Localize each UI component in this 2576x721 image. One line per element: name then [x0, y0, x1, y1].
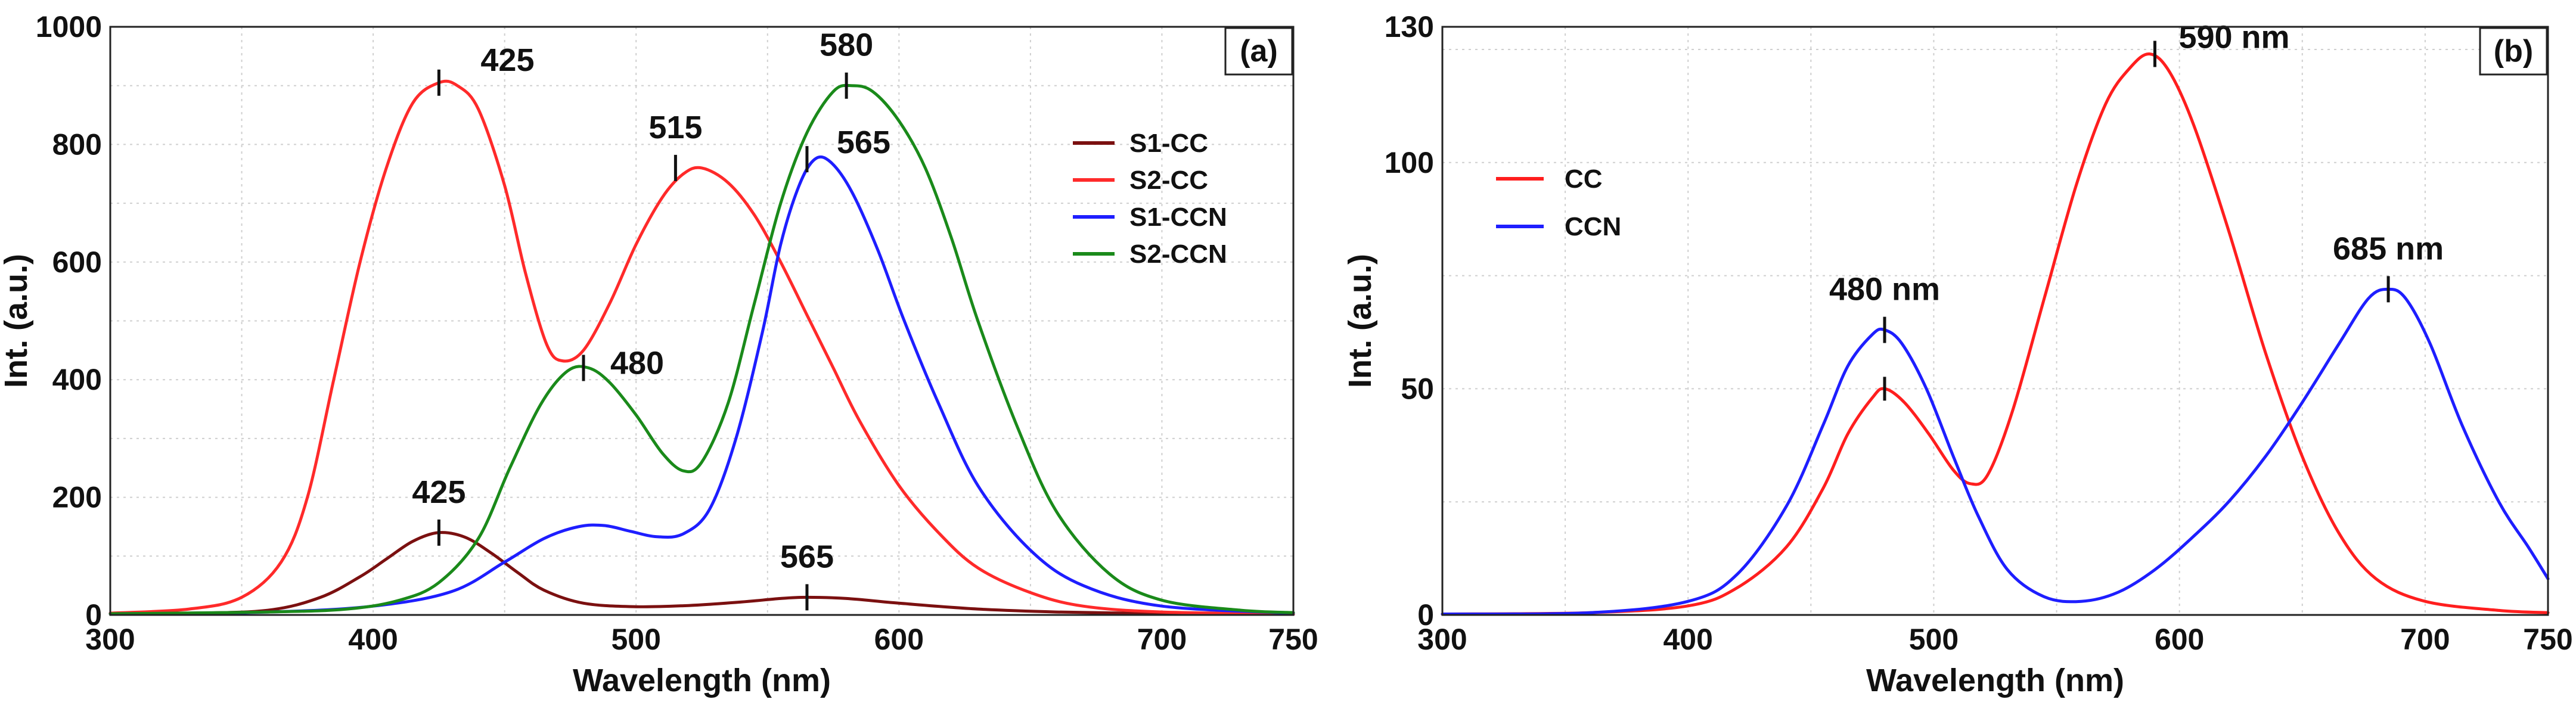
y-tick-label: 200 — [52, 481, 102, 514]
y-tick-label: 50 — [1401, 372, 1434, 405]
panel-b-legend: CC CCN — [1496, 164, 1621, 241]
y-tick-label: 1000 — [36, 10, 102, 43]
x-tick-label: 700 — [1137, 623, 1187, 656]
panel-a-label: (a) — [1240, 34, 1278, 69]
y-tick-label: 400 — [52, 363, 102, 396]
panel-a-series — [108, 79, 1295, 616]
y-tick-label: 130 — [1385, 10, 1434, 43]
legend-label: CCN — [1565, 212, 1621, 241]
series-line-s2-cc — [108, 79, 1295, 616]
x-tick-label: 600 — [874, 623, 924, 656]
peak-label: 515 — [648, 110, 702, 145]
x-tick-label: 600 — [2155, 623, 2204, 656]
y-tick-label: 0 — [1417, 598, 1434, 632]
series-line-s1-cc — [108, 531, 1295, 616]
panel-b-label: (b) — [2494, 34, 2533, 69]
panel-b-chart: 480 nm 590 nm 685 nm 300 400 500 600 700 750 0 50… — [1342, 10, 2573, 698]
y-tick-label: 600 — [52, 245, 102, 279]
x-tick-label: 500 — [612, 623, 661, 656]
x-tick-label: 700 — [2400, 623, 2450, 656]
peak-label: 580 — [820, 27, 873, 63]
series-line-cc — [1441, 52, 2550, 616]
panel-a-x-axis-title: Wavelength (nm) — [573, 663, 831, 698]
legend-label: S2-CC — [1129, 166, 1208, 195]
panel-b-frame — [1441, 26, 2549, 616]
panel-a-chart: 425 515 580 565 480 425 565 300 400 500 600 700 750… — [0, 10, 1318, 698]
x-tick-label: 500 — [1909, 623, 1959, 656]
legend-label: CC — [1565, 164, 1603, 194]
panel-a-annotations: 425 515 580 565 480 425 565 — [412, 27, 890, 611]
legend-label: S2-CCN — [1129, 240, 1227, 269]
series-line-s2-ccn — [108, 83, 1295, 616]
y-tick-label: 800 — [52, 128, 102, 161]
peak-label: 480 — [610, 345, 664, 381]
panel-b-grid — [1442, 27, 2548, 615]
peak-label: 565 — [780, 539, 834, 574]
panel-b-series — [1441, 52, 2550, 616]
peak-label: 685 nm — [2333, 231, 2444, 266]
series-line-s1-ccn — [108, 155, 1295, 616]
y-tick-label: 100 — [1385, 146, 1434, 179]
peak-label: 425 — [412, 474, 465, 510]
peak-label: 565 — [837, 125, 890, 160]
peak-label: 480 nm — [1829, 272, 1940, 307]
x-tick-label: 400 — [348, 623, 398, 656]
series-line-ccn — [1441, 287, 2550, 616]
x-tick-label: 750 — [2523, 623, 2572, 656]
x-tick-label: 400 — [1663, 623, 1713, 656]
panel-a-y-axis-title: Int. (a.u.) — [0, 254, 34, 388]
legend-label: S1-CC — [1129, 129, 1208, 158]
panel-a-grid — [110, 27, 1293, 615]
peak-label: 590 nm — [2178, 20, 2289, 55]
x-tick-label: 300 — [85, 623, 135, 656]
panel-b-x-axis-title: Wavelength (nm) — [1866, 663, 2124, 698]
panel-a-label-box: (a) — [1224, 27, 1293, 76]
x-tick-label: 300 — [1417, 623, 1467, 656]
peak-label: 425 — [480, 42, 534, 78]
panel-b-y-axis-title: Int. (a.u.) — [1342, 254, 1378, 388]
legend-label: S1-CCN — [1129, 203, 1227, 232]
panel-b-label-box: (b) — [2479, 27, 2548, 76]
panel-b-ticks: 300 400 500 600 700 750 0 50 100 130 — [1385, 10, 2573, 656]
panel-b-annotations: 480 nm 590 nm 685 nm — [1829, 20, 2444, 401]
panel-a-frame — [109, 26, 1295, 616]
panel-a-legend: S1-CC S2-CC S1-CCN S2-CCN — [1073, 129, 1227, 269]
y-tick-label: 0 — [85, 598, 102, 632]
x-tick-label: 750 — [1268, 623, 1318, 656]
panel-a-ticks: 300 400 500 600 700 750 0 200 400 600 800 1000 — [36, 10, 1318, 656]
